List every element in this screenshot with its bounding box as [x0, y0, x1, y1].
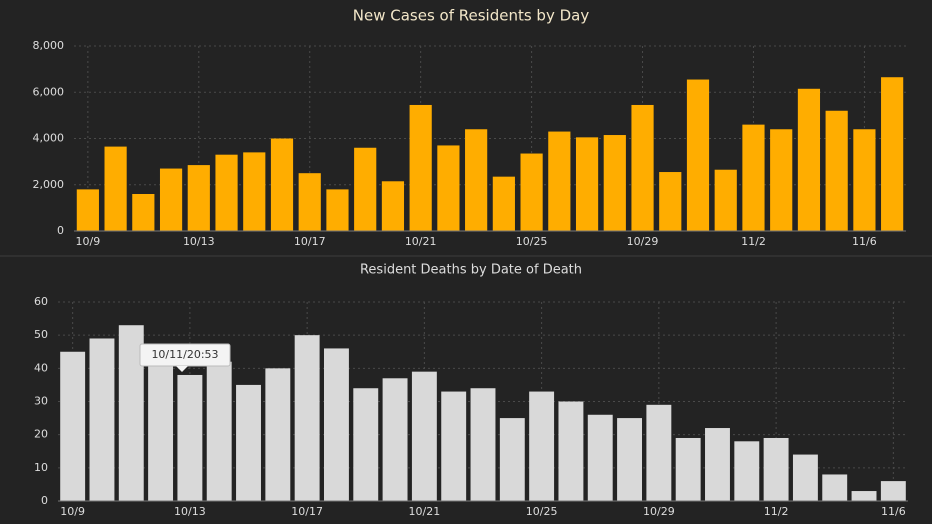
bar: [742, 124, 765, 231]
bar: [881, 77, 904, 231]
y-tick-label: 40: [34, 361, 48, 374]
y-tick-label: 6,000: [33, 85, 65, 98]
bar: [587, 414, 613, 501]
x-tick-label: 10/25: [516, 235, 548, 248]
bar: [492, 176, 515, 231]
tooltip: 10/11/20:53: [139, 343, 231, 372]
bar: [270, 138, 294, 231]
bar: [792, 454, 818, 501]
bar: [354, 147, 377, 231]
bar: [76, 189, 99, 231]
bar: [763, 437, 789, 501]
x-tick-label: 10/13: [183, 235, 215, 248]
y-tick-label: 60: [34, 295, 48, 308]
bar: [770, 129, 793, 231]
x-tick-label: 10/17: [291, 505, 323, 518]
x-tick-label: 11/2: [741, 235, 766, 248]
bar: [558, 401, 584, 501]
bar: [382, 378, 408, 501]
bar: [411, 371, 437, 501]
bar: [215, 154, 238, 231]
bar: [132, 194, 155, 231]
bar: [470, 388, 496, 501]
bar: [853, 129, 876, 231]
bar: [705, 428, 730, 501]
y-tick-label: 50: [34, 328, 48, 341]
x-tick-label: 10/9: [76, 235, 101, 248]
bar: [294, 335, 320, 501]
bar: [851, 491, 877, 501]
x-tick-label: 10/29: [627, 235, 659, 248]
y-tick-label: 2,000: [33, 178, 65, 191]
bar: [575, 137, 599, 231]
bar: [822, 474, 848, 501]
y-tick-label: 0: [57, 224, 64, 237]
bar: [548, 131, 571, 231]
bar: [60, 351, 86, 501]
x-tick-label: 10/9: [60, 505, 85, 518]
bar: [529, 391, 555, 501]
bar: [880, 481, 906, 501]
bar: [675, 437, 701, 501]
bar: [353, 388, 379, 501]
bar: [187, 165, 210, 231]
y-tick-label: 0: [41, 494, 48, 507]
bar: [159, 168, 183, 231]
tooltip-text: 10/11/20:53: [151, 348, 218, 361]
tooltip-pointer: [176, 366, 188, 372]
bar: [177, 374, 203, 501]
bar: [148, 361, 174, 501]
bar: [797, 88, 821, 231]
bar: [326, 189, 349, 231]
x-tick-label: 10/21: [409, 505, 441, 518]
bar: [265, 368, 291, 501]
bar: [734, 441, 760, 501]
x-tick-label: 11/6: [852, 235, 877, 248]
x-tick-label: 10/13: [174, 505, 206, 518]
chart-title: New Cases of Residents by Day: [353, 7, 590, 25]
bar: [631, 104, 654, 231]
bar: [617, 418, 643, 501]
bar: [437, 145, 460, 231]
bar: [104, 146, 127, 231]
bar: [409, 104, 432, 231]
bar: [89, 338, 115, 501]
bar: [206, 361, 232, 501]
bar: [441, 391, 467, 501]
bar: [499, 418, 525, 501]
x-tick-label: 10/17: [294, 235, 326, 248]
bar: [825, 110, 848, 231]
x-tick-label: 11/2: [764, 505, 789, 518]
bar: [714, 169, 737, 231]
x-tick-label: 10/25: [526, 505, 558, 518]
bar: [381, 181, 405, 231]
x-tick-label: 11/6: [881, 505, 906, 518]
bar: [243, 152, 266, 231]
bar: [323, 348, 349, 501]
bar: [603, 135, 626, 231]
x-tick-label: 10/21: [405, 235, 437, 248]
y-tick-label: 10: [34, 461, 48, 474]
y-tick-label: 4,000: [33, 132, 65, 145]
bar: [236, 384, 261, 501]
chart-title: Resident Deaths by Date of Death: [360, 263, 582, 278]
x-tick-label: 10/29: [643, 505, 675, 518]
y-tick-label: 8,000: [33, 39, 65, 52]
bar: [659, 172, 682, 231]
bar: [298, 173, 321, 231]
bar: [520, 153, 543, 231]
bar: [646, 404, 672, 501]
y-tick-label: 20: [34, 428, 48, 441]
bar: [465, 129, 488, 231]
bar: [686, 79, 710, 231]
y-tick-label: 30: [34, 395, 48, 408]
